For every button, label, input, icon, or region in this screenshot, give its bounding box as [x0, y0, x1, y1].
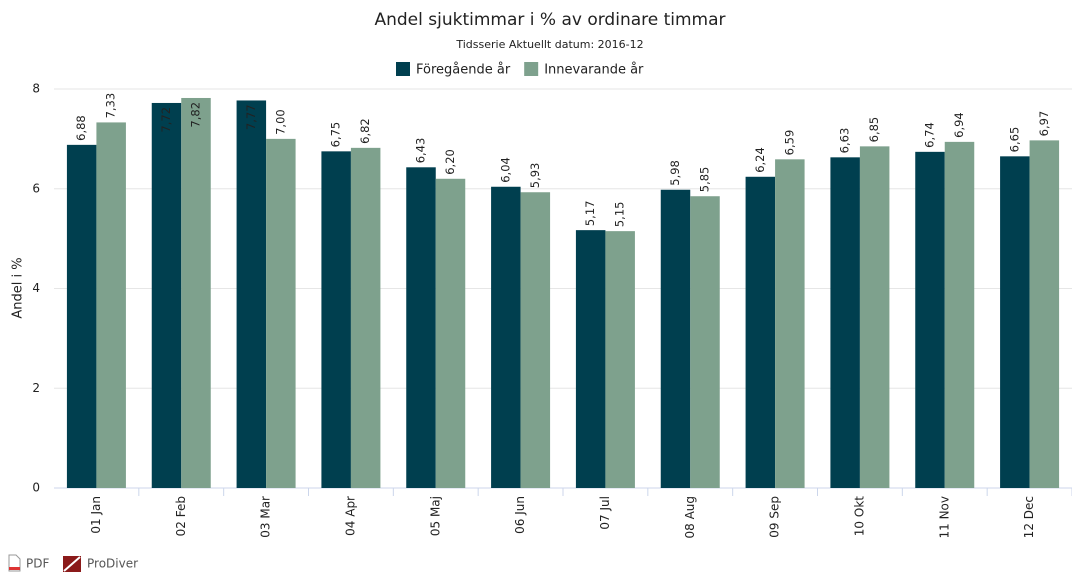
data-label: 5,17 — [583, 201, 597, 227]
bar — [435, 178, 466, 488]
bar — [236, 100, 267, 488]
data-label: 6,20 — [443, 149, 457, 175]
y-tick-label: 6 — [32, 181, 40, 195]
y-tick-label: 2 — [32, 381, 40, 395]
data-label: 5,15 — [613, 202, 627, 228]
bar — [944, 141, 975, 488]
data-label: 5,85 — [698, 167, 712, 193]
x-tick-label: 03 Mar — [259, 496, 273, 538]
prodiver-link[interactable]: ProDiver — [87, 557, 138, 571]
x-tick-label: 02 Feb — [174, 496, 188, 536]
data-label: 5,98 — [668, 160, 682, 186]
bar — [181, 97, 211, 488]
bar — [775, 159, 805, 489]
x-tick-label: 08 Aug — [683, 496, 697, 539]
prodiver-link-group[interactable]: ProDiver — [63, 556, 138, 572]
data-label: 6,97 — [1037, 111, 1051, 137]
y-tick-label: 4 — [32, 281, 40, 295]
data-label: 6,65 — [1007, 127, 1021, 153]
data-label: 7,33 — [104, 93, 118, 119]
bar — [350, 147, 381, 489]
data-label: 7,72 — [159, 107, 173, 133]
bar — [266, 138, 296, 488]
data-label: 6,94 — [952, 112, 966, 138]
bar — [66, 144, 97, 489]
data-label: 7,77 — [244, 104, 258, 130]
pdf-icon-band — [9, 567, 20, 570]
bar — [1029, 140, 1060, 488]
legend-label: Föregående år — [416, 63, 511, 78]
bar — [321, 151, 351, 488]
legend-label: Innevarande år — [544, 63, 644, 78]
bar — [520, 192, 551, 488]
bar — [830, 157, 860, 489]
bar — [406, 167, 436, 488]
x-tick-label: 10 Okt — [852, 496, 866, 536]
data-label: 6,04 — [498, 157, 512, 183]
x-tick-label: 09 Sep — [768, 496, 782, 538]
bar — [745, 176, 776, 488]
pdf-icon[interactable]: PDF — [8, 554, 49, 572]
bar — [660, 189, 691, 488]
bar — [575, 230, 606, 489]
bar — [690, 196, 720, 488]
y-tick-label: 8 — [32, 82, 40, 96]
data-label: 6,85 — [867, 117, 881, 143]
x-tick-label: 12 Dec — [1022, 496, 1036, 538]
data-label: 6,24 — [753, 147, 767, 173]
bar — [605, 231, 635, 489]
chart-subtitle: Tidsserie Aktuellt datum: 2016-12 — [455, 38, 643, 51]
chart-title: Andel sjuktimmar i % av ordinare timmar — [374, 10, 725, 30]
data-label: 6,43 — [414, 138, 428, 164]
bar — [859, 146, 890, 488]
y-axis-label: Andel i % — [11, 257, 26, 318]
prodiver-icon-stroke — [63, 556, 81, 572]
legend-swatch — [524, 62, 539, 76]
data-label: 7,00 — [273, 109, 287, 135]
x-tick-label: 07 Jul — [598, 496, 612, 530]
data-label: 6,59 — [782, 130, 796, 156]
data-label: 6,88 — [74, 115, 88, 141]
bar — [915, 151, 945, 488]
x-tick-label: 04 Apr — [343, 496, 357, 536]
legend-swatch — [396, 62, 410, 76]
bar — [96, 122, 126, 488]
data-label: 5,93 — [528, 163, 542, 189]
data-label: 6,74 — [923, 122, 937, 148]
bar — [1000, 156, 1030, 489]
bar — [151, 102, 182, 488]
data-label: 6,63 — [838, 128, 852, 154]
x-tick-label: 01 Jan — [89, 496, 103, 534]
x-tick-label: 05 Maj — [428, 496, 442, 536]
y-tick-label: 0 — [32, 481, 40, 495]
x-tick-label: 06 Jun — [513, 496, 527, 534]
data-label: 7,82 — [189, 102, 203, 128]
bar — [491, 186, 521, 488]
data-label: 6,75 — [329, 122, 343, 148]
x-tick-label: 11 Nov — [937, 496, 951, 539]
pdf-link[interactable]: PDF — [26, 557, 49, 571]
data-label: 6,82 — [358, 118, 372, 144]
